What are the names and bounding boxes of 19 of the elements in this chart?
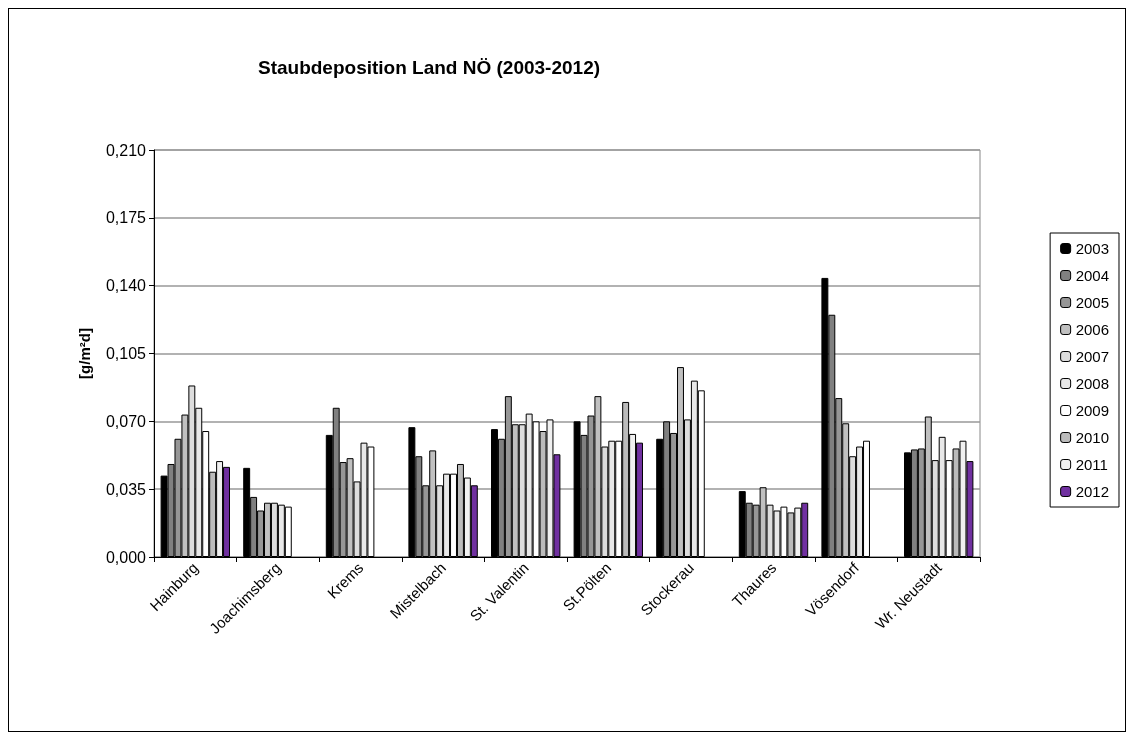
legend-label: 2009 — [1075, 402, 1110, 419]
legend-label: 2003 — [1075, 240, 1110, 257]
y-axis-title: [g/m²d] — [76, 328, 93, 379]
y-tick-label: 0,210 — [105, 141, 147, 159]
legend-label: 2011 — [1075, 456, 1108, 473]
chart-title: Staubdeposition Land NÖ (2003-2012) — [257, 57, 601, 78]
y-tick-label: 0,105 — [105, 345, 147, 362]
legend-label: 2005 — [1075, 294, 1110, 311]
legend-label: 2004 — [1075, 267, 1110, 284]
y-tick-label: 0,070 — [105, 412, 147, 430]
legend-label: 2006 — [1075, 321, 1110, 338]
y-tick-label: 0,140 — [105, 277, 147, 295]
legend-label: 2012 — [1075, 483, 1110, 500]
legend-label: 2007 — [1075, 348, 1110, 365]
y-tick-label: 0,000 — [105, 548, 147, 566]
legend-label: 2010 — [1075, 429, 1110, 446]
y-tick-label: 0,035 — [105, 480, 147, 498]
y-tick-label: 0,175 — [105, 209, 147, 227]
legend-label: 2008 — [1075, 375, 1110, 392]
